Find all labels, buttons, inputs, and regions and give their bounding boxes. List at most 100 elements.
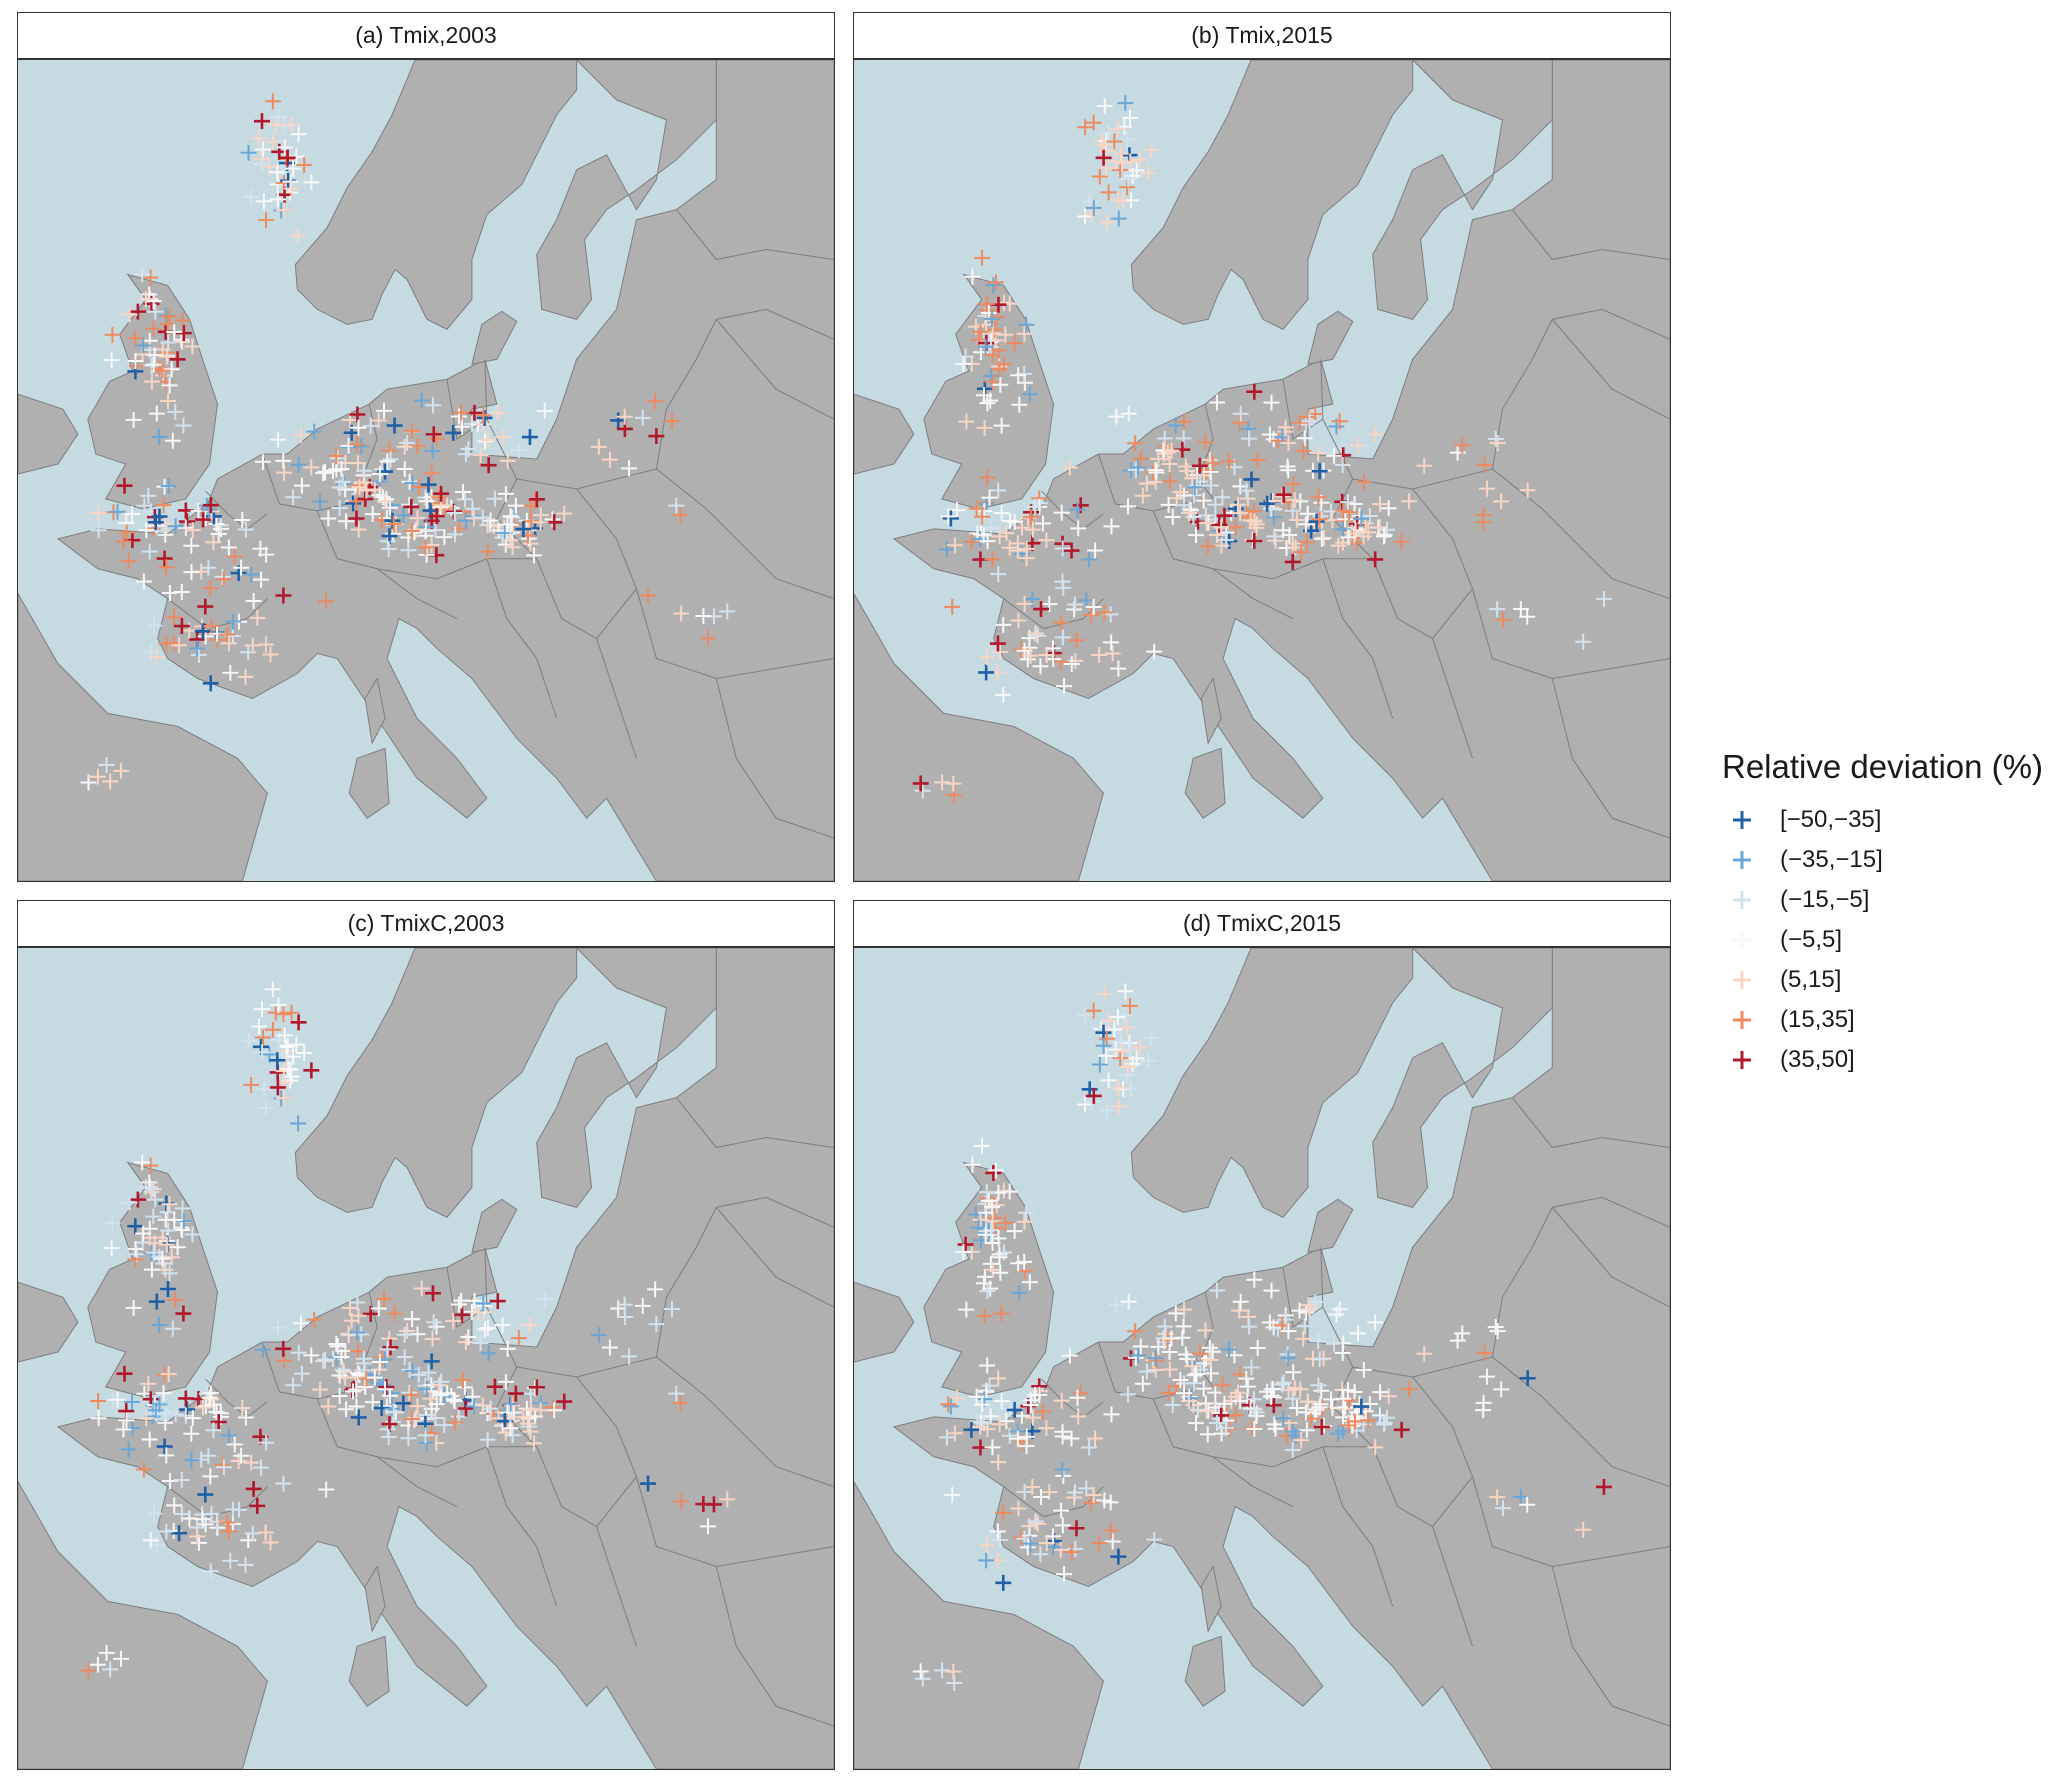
station-marker <box>423 465 440 482</box>
station-marker <box>647 1281 664 1298</box>
station-marker <box>1102 1494 1119 1511</box>
station-marker <box>90 1393 107 1410</box>
land-polygon <box>18 393 79 475</box>
station-marker <box>1022 1535 1039 1552</box>
station-marker <box>160 1366 177 1383</box>
station-marker <box>1313 530 1330 547</box>
station-marker <box>647 393 664 410</box>
station-marker <box>380 1429 397 1446</box>
country-border <box>675 1097 834 1149</box>
station-marker <box>427 522 444 539</box>
station-marker <box>502 1420 519 1437</box>
station-marker <box>366 1369 383 1386</box>
station-marker <box>1340 529 1357 546</box>
station-marker <box>648 1316 665 1333</box>
station-marker <box>1207 496 1224 513</box>
station-marker <box>200 1447 217 1464</box>
station-marker <box>1478 480 1495 497</box>
station-marker <box>353 438 370 455</box>
station-marker <box>648 428 665 445</box>
station-marker <box>590 1326 607 1343</box>
station-marker <box>255 141 272 158</box>
station-marker <box>1346 496 1363 513</box>
station-marker <box>219 1514 236 1531</box>
station-marker <box>303 459 320 476</box>
country-border <box>316 510 537 580</box>
station-marker <box>222 664 239 681</box>
station-marker <box>982 392 999 409</box>
station-marker <box>476 1298 493 1314</box>
station-marker <box>446 505 463 521</box>
country-border <box>1491 308 1670 470</box>
station-marker <box>158 1523 175 1540</box>
station-marker <box>296 1045 313 1061</box>
station-marker <box>546 1402 563 1419</box>
station-marker <box>977 1226 994 1243</box>
station-marker <box>1208 1282 1225 1299</box>
legend-items: [−50,−35] (−35,−15] (−15,−5] (−5,5] (5,1… <box>1722 800 2052 1080</box>
station-marker <box>183 537 200 554</box>
station-marker <box>499 1404 516 1421</box>
station-marker <box>1100 124 1117 141</box>
station-marker <box>1353 510 1370 527</box>
map-panel-a[interactable] <box>17 59 835 882</box>
station-marker <box>1116 118 1133 135</box>
station-marker <box>145 356 162 373</box>
station-marker <box>1009 1430 1026 1447</box>
station-marker <box>1198 515 1215 532</box>
station-marker <box>409 510 426 527</box>
station-marker <box>502 508 519 525</box>
station-marker <box>436 500 453 517</box>
map-panel-d[interactable] <box>853 947 1671 1770</box>
station-marker <box>331 499 348 516</box>
station-marker <box>410 1366 427 1383</box>
station-marker <box>1274 1376 1291 1393</box>
station-marker <box>80 774 97 791</box>
map-panel-b[interactable] <box>853 59 1671 882</box>
map-panel-c[interactable] <box>17 947 835 1770</box>
station-marker <box>428 508 445 525</box>
station-marker <box>1340 494 1356 511</box>
station-marker <box>1299 1393 1316 1410</box>
station-marker <box>1085 1002 1102 1019</box>
station-marker <box>982 1280 999 1297</box>
station-marker <box>447 526 463 543</box>
station-marker <box>1128 1050 1145 1067</box>
station-marker <box>1186 479 1203 496</box>
station-marker <box>1315 529 1332 546</box>
station-marker <box>395 507 412 524</box>
station-marker <box>1061 459 1078 476</box>
station-marker <box>522 513 539 530</box>
station-marker <box>1067 1540 1084 1557</box>
station-marker <box>1078 592 1095 609</box>
country-border <box>1041 490 1104 530</box>
station-marker <box>1098 142 1115 159</box>
station-marker <box>987 1162 1004 1179</box>
station-marker <box>249 1497 266 1514</box>
station-marker <box>137 291 154 308</box>
station-marker <box>1195 492 1212 509</box>
station-marker <box>1367 1439 1384 1456</box>
panel-c: (c) TmixC,2003 <box>17 900 835 1770</box>
station-marker <box>220 1427 237 1444</box>
station-marker <box>384 512 401 529</box>
station-marker <box>979 395 996 412</box>
station-marker <box>982 520 999 537</box>
station-marker <box>385 515 402 532</box>
station-marker <box>142 1532 159 1549</box>
station-marker <box>1270 1320 1287 1337</box>
station-marker <box>1347 1413 1364 1430</box>
station-marker <box>345 495 362 512</box>
station-marker <box>134 266 151 283</box>
station-marker <box>118 524 135 541</box>
station-marker <box>240 144 257 161</box>
legend-item: (5,15] <box>1722 960 2052 1000</box>
station-marker <box>1161 1344 1178 1360</box>
panel-a: (a) Tmix,2003 <box>17 12 835 882</box>
station-marker <box>413 1280 430 1297</box>
station-marker <box>1070 1408 1087 1425</box>
station-marker <box>939 541 955 558</box>
station-marker <box>175 1213 192 1230</box>
country-border <box>486 1446 558 1607</box>
country-border <box>1372 558 1473 640</box>
